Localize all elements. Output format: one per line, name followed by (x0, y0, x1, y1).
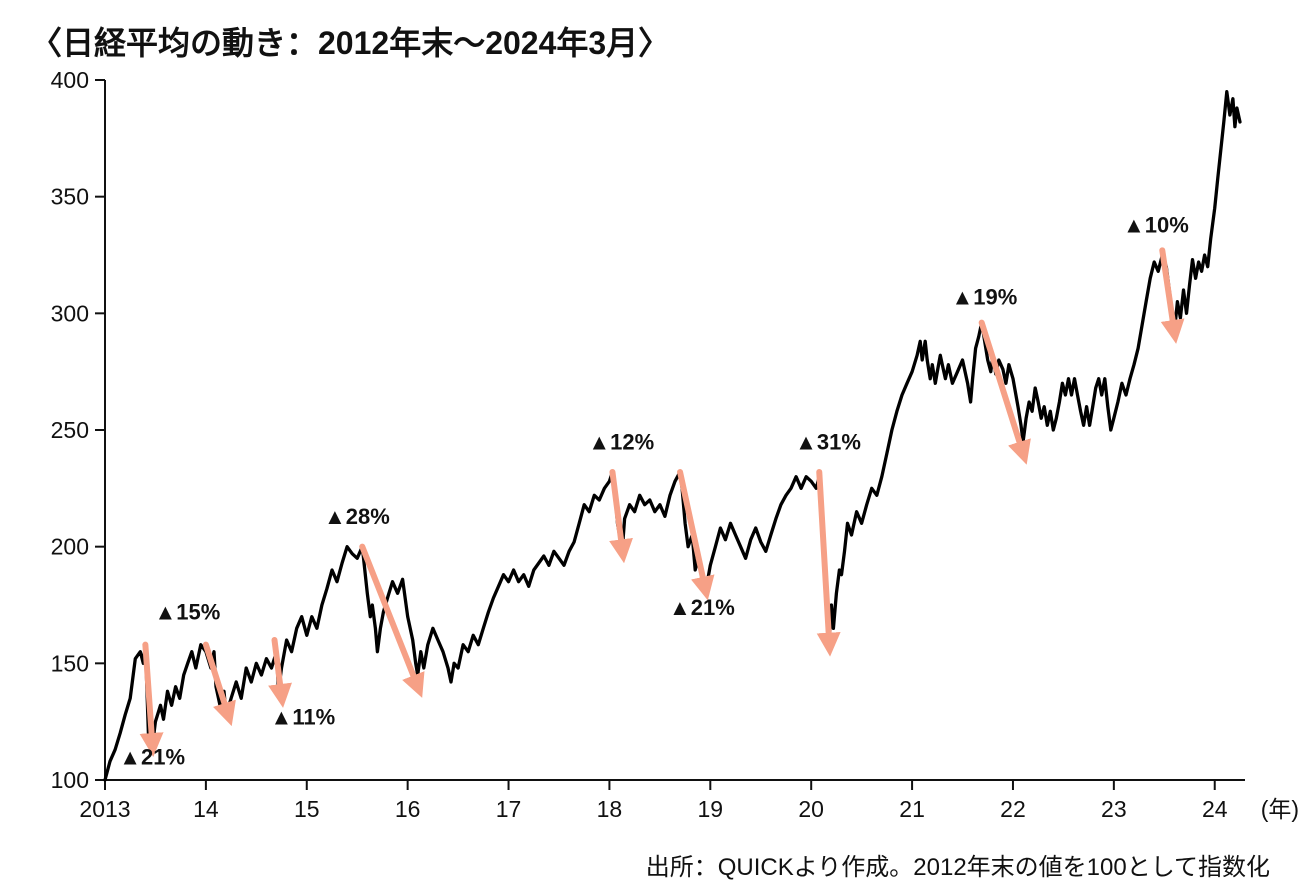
svg-text:(年): (年) (1261, 796, 1299, 822)
svg-text:350: 350 (51, 184, 89, 210)
svg-text:▲31%: ▲31% (795, 429, 861, 454)
svg-text:23: 23 (1101, 796, 1127, 822)
svg-text:200: 200 (51, 534, 89, 560)
svg-text:19: 19 (698, 796, 724, 822)
chart-container: { "title": { "text": "〈日経平均の動き：2012年末～20… (0, 0, 1300, 894)
svg-text:100: 100 (51, 767, 89, 793)
chart-plot-area: 100 150 200 250 300 350 400 2013 14 15 16 17 18 19 20 2… (0, 0, 1300, 894)
svg-text:▲12%: ▲12% (588, 429, 654, 454)
svg-text:2013: 2013 (79, 796, 130, 822)
svg-text:21: 21 (899, 796, 925, 822)
svg-text:14: 14 (193, 796, 219, 822)
svg-text:▲15%: ▲15% (155, 600, 221, 625)
svg-text:150: 150 (51, 650, 89, 676)
svg-text:▲21%: ▲21% (669, 595, 735, 620)
svg-text:▲28%: ▲28% (324, 504, 390, 529)
svg-text:24: 24 (1202, 796, 1228, 822)
svg-text:▲10%: ▲10% (1123, 212, 1189, 237)
svg-text:▲11%: ▲11% (271, 705, 336, 730)
svg-text:300: 300 (51, 300, 89, 326)
svg-text:400: 400 (51, 67, 89, 93)
svg-text:16: 16 (395, 796, 421, 822)
svg-text:250: 250 (51, 417, 89, 443)
chart-svg: 100 150 200 250 300 350 400 2013 14 15 16 17 18 19 20 2… (0, 0, 1300, 894)
svg-text:20: 20 (798, 796, 824, 822)
svg-text:▲21%: ▲21% (119, 744, 185, 769)
svg-text:17: 17 (496, 796, 522, 822)
chart-source: 出所：QUICKより作成。2012年末の値を100として指数化 (646, 847, 1270, 882)
svg-text:22: 22 (1000, 796, 1026, 822)
svg-text:18: 18 (597, 796, 623, 822)
svg-text:15: 15 (294, 796, 320, 822)
svg-text:▲19%: ▲19% (952, 285, 1018, 310)
